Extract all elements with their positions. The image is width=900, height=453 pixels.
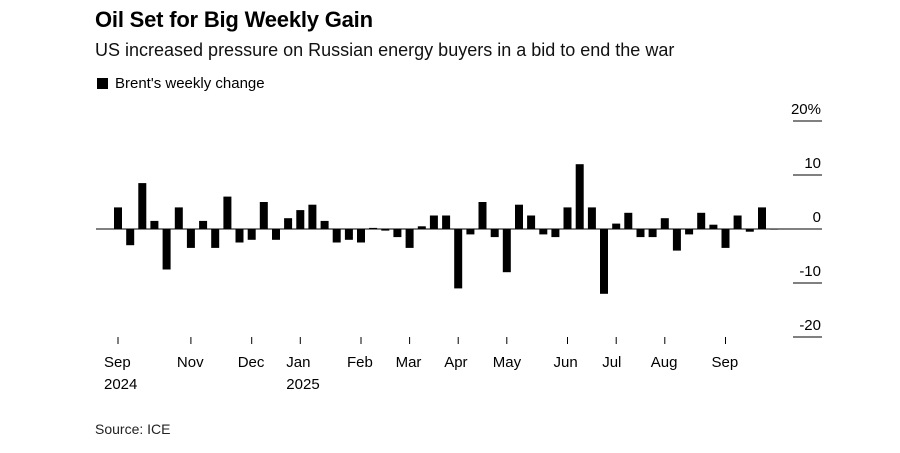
- y-axis: 20% 10 0 -10 -20: [791, 101, 822, 338]
- bar: [417, 226, 426, 229]
- bar: [211, 229, 220, 248]
- bar: [369, 227, 378, 229]
- bar: [563, 207, 572, 229]
- bar: [527, 215, 536, 229]
- legend-label: Brent's weekly change: [115, 75, 265, 92]
- bar: [478, 202, 487, 229]
- bar: [259, 202, 268, 229]
- x-tick-label: Apr: [444, 354, 467, 371]
- bar: [502, 229, 511, 273]
- bar: [685, 229, 694, 235]
- x-tick-label: Mar: [396, 354, 422, 371]
- bar: [174, 207, 183, 229]
- y-tick-label: -20: [799, 317, 821, 334]
- x-tick-label: Nov: [177, 354, 204, 371]
- y-tick-label: 10: [804, 155, 821, 172]
- bar: [332, 229, 341, 243]
- bar: [162, 229, 171, 270]
- bar: [126, 229, 135, 246]
- bar: [114, 207, 122, 229]
- x-tick-label: Dec: [238, 354, 265, 371]
- bar: [636, 229, 645, 238]
- bar: [490, 229, 499, 238]
- bar: [284, 218, 293, 229]
- bars-group: [114, 164, 779, 294]
- x-tick-label: Jun: [554, 354, 578, 371]
- legend: Brent's weekly change: [95, 75, 265, 92]
- bar: [296, 210, 305, 229]
- bar: [587, 207, 596, 229]
- bar: [429, 215, 438, 229]
- x-tick-year-label: 2025: [286, 376, 319, 393]
- bar: [308, 204, 317, 229]
- bar: [138, 183, 147, 229]
- bar: [648, 229, 657, 238]
- bar: [709, 224, 718, 229]
- bar: [235, 229, 244, 243]
- bar: [223, 196, 232, 229]
- x-axis: Sep 2024 Nov Dec Jan 2025 Feb Mar Apr May Jun Jul Au…: [104, 337, 738, 393]
- bar: [150, 220, 159, 229]
- bar: [733, 215, 742, 229]
- bar: [381, 229, 390, 231]
- bar: [393, 229, 402, 238]
- bar: [454, 229, 463, 289]
- bar: [551, 229, 560, 238]
- bar: [515, 204, 523, 229]
- y-tick-label: 0: [813, 209, 821, 226]
- chart-subtitle: US increased pressure on Russian energy …: [95, 40, 675, 60]
- bar: [344, 229, 353, 240]
- x-tick-label: Sep: [104, 354, 131, 371]
- bar: [247, 229, 256, 240]
- bar: [697, 212, 706, 229]
- bar: [539, 229, 548, 235]
- x-tick-label: Feb: [347, 354, 373, 371]
- y-tick-label: -10: [799, 263, 821, 280]
- y-tick-label: 20%: [791, 101, 821, 118]
- bar: [745, 229, 754, 232]
- source-note: Source: ICE: [95, 421, 171, 437]
- x-tick-label: Aug: [651, 354, 678, 371]
- bar: [575, 164, 584, 229]
- bar: [186, 229, 195, 248]
- x-tick-label: Jul: [602, 354, 621, 371]
- bar: [672, 229, 681, 251]
- bar: [624, 212, 633, 229]
- bar: [442, 215, 451, 229]
- x-tick-label: Jan: [286, 354, 310, 371]
- bar: [758, 207, 766, 229]
- bar: [320, 220, 329, 229]
- bar: [405, 229, 414, 248]
- bar: [199, 220, 208, 229]
- x-tick-year-label: 2024: [104, 376, 137, 393]
- x-tick-label: May: [493, 354, 522, 371]
- bar: [272, 229, 280, 240]
- bar: [600, 229, 608, 294]
- chart-title: Oil Set for Big Weekly Gain: [95, 7, 373, 32]
- bar: [357, 229, 365, 243]
- x-tick-label: Sep: [712, 354, 739, 371]
- bar: [660, 218, 669, 229]
- bar: [466, 229, 475, 235]
- bar: [721, 229, 730, 248]
- bar: [612, 223, 621, 229]
- legend-swatch: [97, 78, 108, 89]
